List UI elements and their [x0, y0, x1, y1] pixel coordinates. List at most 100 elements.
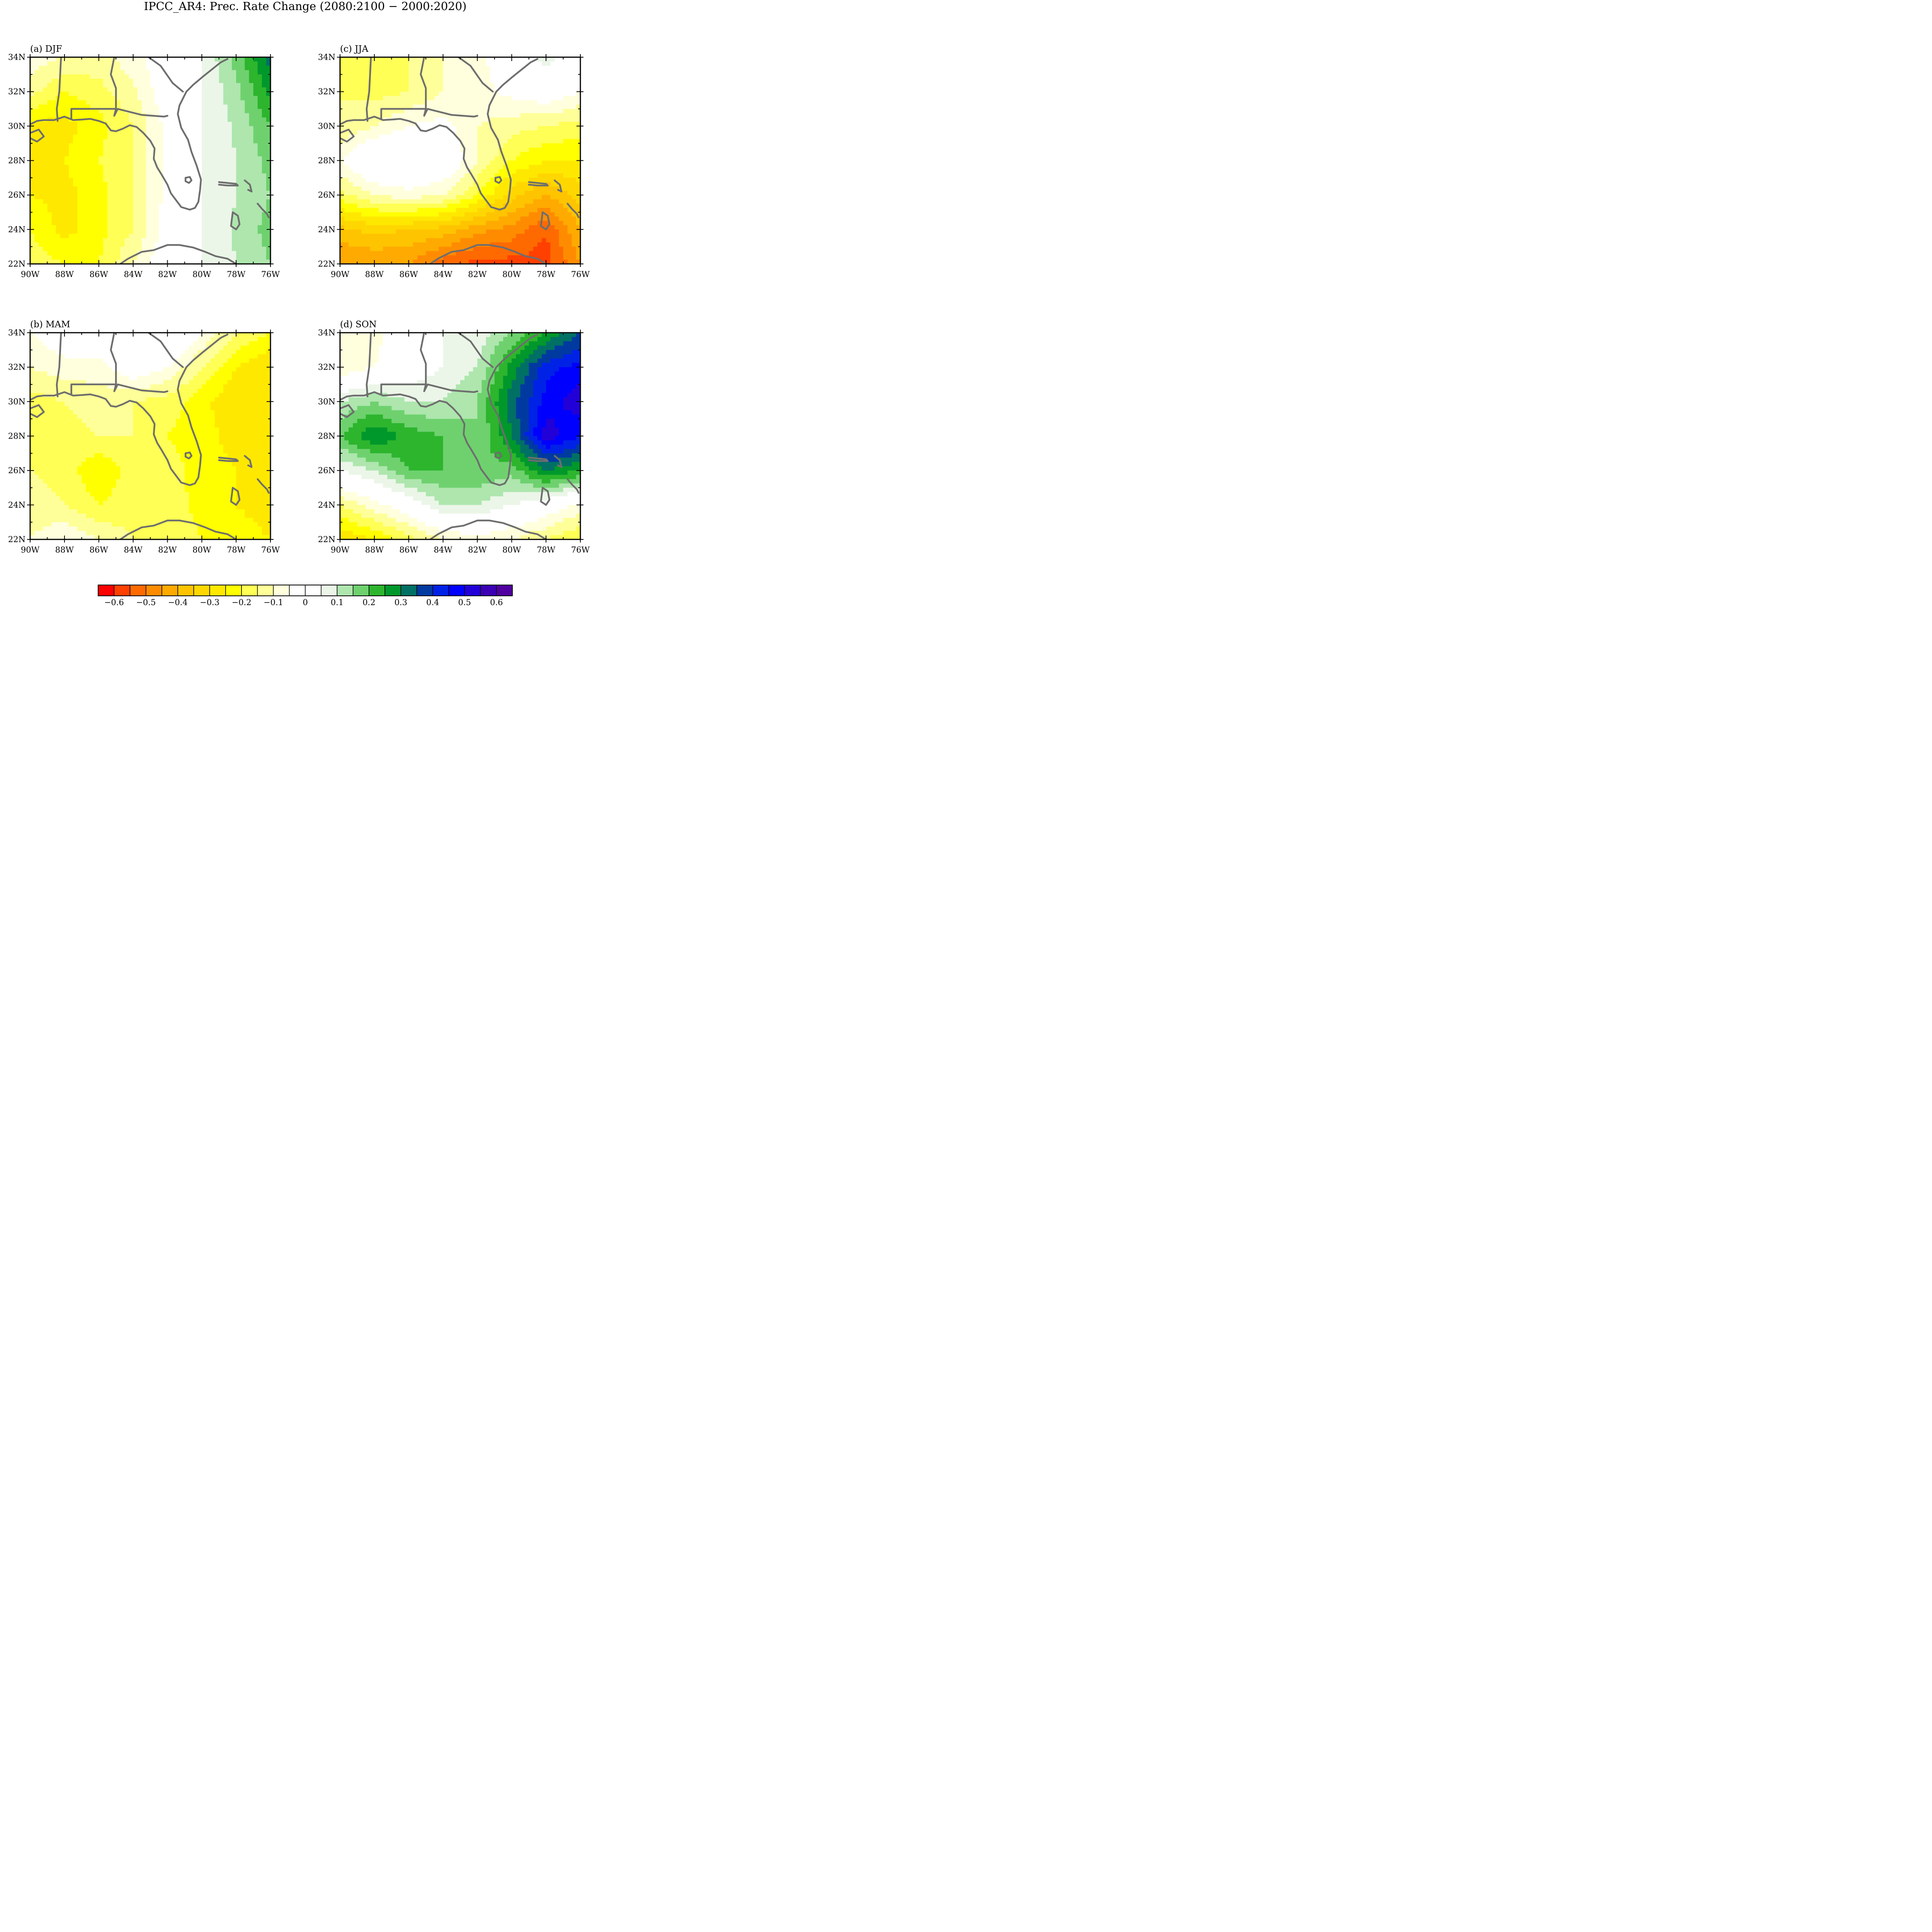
field-cell: [107, 66, 112, 70]
field-cell: [262, 169, 267, 174]
field-cell: [430, 225, 435, 230]
field-cell: [184, 238, 189, 243]
field-cell: [537, 208, 542, 213]
field-cell: [563, 182, 568, 187]
field-cell: [176, 212, 181, 217]
field-cell: [56, 199, 61, 204]
field-cell: [494, 92, 499, 96]
field-cell: [60, 104, 65, 109]
field-cell: [443, 143, 448, 148]
field-cell: [520, 169, 525, 174]
field-cell: [99, 195, 104, 200]
field-cell: [447, 139, 452, 144]
field-cell: [383, 178, 388, 182]
field-cell: [69, 178, 73, 182]
field-cell: [180, 195, 185, 200]
field-cell: [133, 122, 138, 126]
field-cell: [90, 173, 95, 178]
field-cell: [94, 216, 99, 221]
field-cell: [150, 139, 155, 144]
field-cell: [141, 190, 146, 196]
field-cell: [542, 126, 546, 131]
field-cell: [240, 104, 245, 109]
field-cell: [210, 178, 215, 182]
field-cell: [227, 126, 232, 131]
field-cell: [73, 83, 78, 88]
field-cell: [163, 156, 168, 161]
field-cell: [60, 204, 65, 208]
field-cell: [340, 92, 345, 96]
field-cell: [400, 126, 405, 131]
field-cell: [494, 169, 499, 174]
field-cell: [64, 139, 69, 144]
field-cell: [34, 152, 39, 156]
field-cell: [150, 66, 155, 70]
field-cell: [443, 66, 448, 70]
field-cell: [361, 199, 366, 204]
field-cell: [266, 134, 270, 139]
field-cell: [133, 204, 138, 208]
field-cell: [99, 178, 104, 182]
field-cell: [494, 156, 499, 161]
field-cell: [477, 87, 482, 92]
field-cell: [460, 190, 465, 196]
lat-tick-label: 34N: [8, 53, 26, 62]
field-cell: [51, 234, 56, 238]
field-cell: [236, 92, 241, 96]
field-cell: [486, 169, 491, 174]
field-cell: [400, 169, 405, 174]
field-cell: [387, 143, 392, 148]
field-cell: [219, 190, 224, 196]
field-cell: [516, 190, 521, 196]
field-cell: [477, 143, 482, 148]
field-cell: [257, 165, 262, 170]
field-cell: [344, 204, 349, 208]
field-cell: [137, 122, 142, 126]
field-cell: [361, 134, 366, 139]
field-cell: [30, 221, 35, 226]
field-cell: [262, 247, 267, 252]
field-cell: [146, 117, 151, 122]
field-cell: [245, 173, 250, 178]
field-cell: [146, 74, 151, 79]
field-cell: [90, 100, 95, 105]
field-cell: [443, 113, 448, 118]
field-cell: [262, 113, 267, 118]
field-cell: [550, 87, 555, 92]
field-cell: [469, 208, 473, 213]
field-cell: [99, 96, 104, 100]
field-cell: [550, 66, 555, 70]
field-cell: [576, 178, 580, 182]
field-cell: [137, 216, 142, 221]
field-cell: [202, 199, 206, 204]
field-cell: [253, 229, 258, 234]
field-cell: [430, 148, 435, 152]
field-cell: [417, 139, 422, 144]
field-cell: [94, 152, 99, 156]
field-cell: [90, 234, 95, 238]
field-cell: [434, 104, 439, 109]
field-cell: [559, 216, 564, 221]
field-cell: [477, 78, 482, 83]
field-cell: [516, 212, 521, 217]
field-cell: [529, 78, 534, 83]
field-cell: [163, 96, 168, 100]
field-cell: [73, 216, 78, 221]
field-cell: [524, 87, 529, 92]
field-cell: [516, 74, 521, 79]
field-cell: [257, 78, 262, 83]
field-cell: [34, 199, 39, 204]
field-cell: [257, 96, 262, 100]
field-cell: [340, 204, 345, 208]
field-cell: [146, 70, 151, 75]
field-cell: [202, 130, 206, 135]
field-cell: [503, 113, 508, 118]
field-cell: [30, 225, 35, 230]
field-cell: [73, 104, 78, 109]
field-cell: [240, 152, 245, 156]
field-cell: [257, 87, 262, 92]
field-cell: [413, 109, 418, 114]
field-cell: [546, 70, 551, 75]
field-cell: [257, 117, 262, 122]
field-cell: [163, 212, 168, 217]
